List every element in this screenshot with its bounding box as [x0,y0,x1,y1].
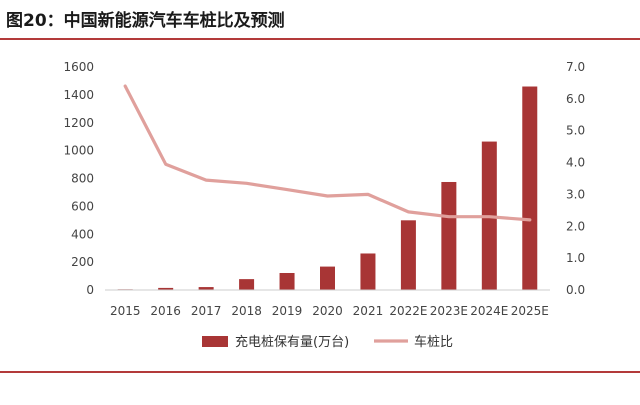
left-tick-label: 1200 [63,116,94,130]
legend-label-bar: 充电桩保有量(万台) [235,334,349,350]
bar [441,181,457,290]
chart-title: 图20：中国新能源汽车车桩比及预测 [6,11,285,31]
right-tick-label: 1.0 [566,251,585,265]
x-tick-label: 2019 [272,304,303,318]
x-tick-label: 2017 [191,304,222,318]
x-tick-label: 2023E [430,304,468,318]
bar [360,253,376,290]
bar [198,287,214,290]
x-tick-label: 2018 [231,304,262,318]
left-tick-label: 1000 [63,144,94,158]
x-tick-label: 2020 [312,304,343,318]
x-tick-label: 2016 [150,304,181,318]
x-tick-label: 2022E [389,304,427,318]
legend-label-line: 车桩比 [414,334,453,350]
bar [158,287,174,290]
right-tick-label: 6.0 [566,92,585,106]
right-axis: 0.0 1.0 2.0 3.0 4.0 5.0 6.0 7.0 [566,60,585,297]
bar [522,86,538,290]
left-tick-label: 1600 [63,60,94,74]
left-tick-label: 1400 [63,88,94,102]
bar [400,220,416,290]
x-tick-label: 2021 [353,304,384,318]
title-divider [0,38,640,40]
right-tick-label: 3.0 [566,187,585,201]
x-axis: 2015 2016 2017 2018 2019 2020 2021 2022E 2023E 20… [105,289,550,318]
ratio-line [123,84,532,222]
bar [279,272,295,290]
left-tick-label: 800 [71,172,94,186]
left-tick-label: 0 [86,283,94,297]
footer-divider [0,371,640,373]
right-tick-label: 4.0 [566,156,585,170]
bar-series [117,86,538,290]
right-tick-label: 7.0 [566,60,585,74]
right-tick-label: 0.0 [566,283,585,297]
line-series [123,84,532,222]
left-tick-label: 400 [71,227,94,241]
legend-swatch-bar [202,336,228,347]
x-tick-label: 2025E [511,304,549,318]
bar [239,279,255,290]
x-tick-label: 2024E [470,304,508,318]
bar [320,266,335,290]
left-tick-label: 600 [71,199,94,213]
x-tick-label: 2015 [110,304,141,318]
right-tick-label: 2.0 [566,219,585,233]
left-axis: 0 200 400 600 800 1000 1200 1400 1600 [63,60,94,297]
right-tick-label: 5.0 [566,124,585,138]
left-tick-label: 200 [71,255,94,269]
legend: 充电桩保有量(万台) 车桩比 [202,334,453,350]
